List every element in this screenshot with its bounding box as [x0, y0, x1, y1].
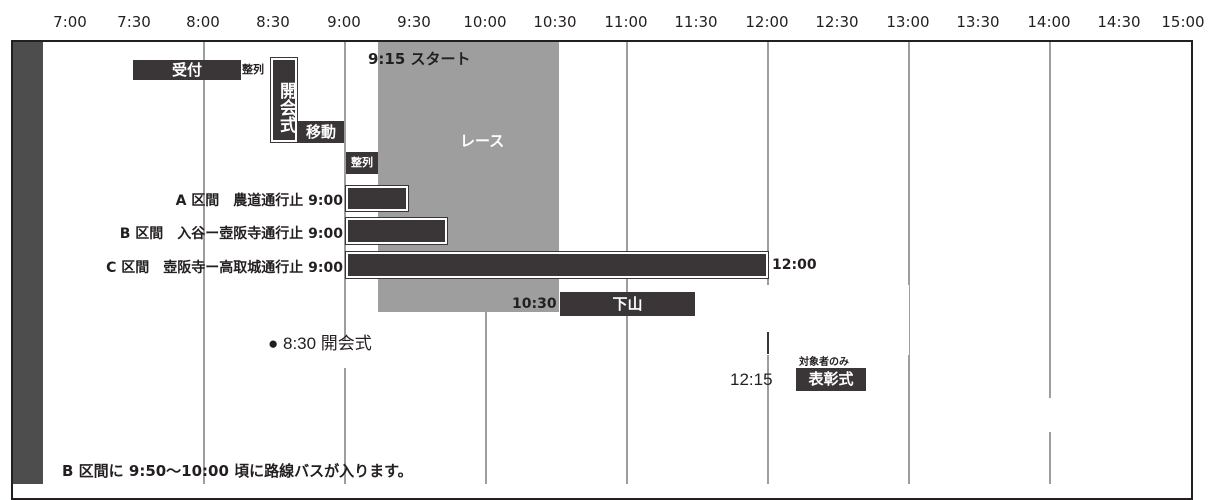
opening-ceremony-bar: 開会式 — [271, 58, 297, 142]
descent-bar: 下山 — [560, 292, 695, 316]
time-tick: 7:30 — [117, 13, 151, 31]
award-time: 12:15 — [730, 370, 773, 389]
time-tick: 14:30 — [1097, 13, 1141, 31]
time-tick: 9:00 — [327, 13, 361, 31]
move-bar: 移動 — [298, 121, 344, 143]
time-tick: 7:00 — [53, 13, 87, 31]
start-label: 9:15 スタート — [368, 50, 471, 68]
reception-label: 受付 — [171, 61, 202, 79]
descent-start-label: 10:30 — [512, 296, 557, 312]
time-tick: 14:00 — [1027, 13, 1071, 31]
left-sidebar-band — [13, 42, 43, 484]
section-c-end-label: 12:00 — [772, 257, 817, 273]
award-note: 対象者のみ — [799, 357, 849, 368]
gridline — [344, 42, 346, 484]
gridline — [203, 42, 205, 484]
time-tick: 13:30 — [956, 13, 1000, 31]
time-tick: 11:30 — [674, 13, 718, 31]
time-tick: 15:00 — [1161, 13, 1205, 31]
lineup-label-1: 整列 — [242, 63, 264, 76]
reception-bar: 受付 — [133, 60, 241, 80]
lineup-label-2: 整列 — [351, 156, 373, 169]
time-tick: 8:30 — [256, 13, 290, 31]
time-tick: 9:30 — [397, 13, 431, 31]
lineup-bar-2: 整列 — [346, 152, 378, 174]
race-label: レース — [460, 132, 505, 150]
bus-note: B 区間に 9:50〜10:00 頃に路線バスが入ります。 — [62, 462, 413, 480]
time-tick: 12:30 — [815, 13, 859, 31]
gridline — [1049, 42, 1051, 484]
mask — [1046, 398, 1054, 432]
time-tick: 12:00 — [745, 13, 789, 31]
section-b-label: B 区間 入谷ー壺阪寺通行止 9:00 — [119, 226, 343, 242]
time-tick: 10:30 — [533, 13, 577, 31]
section-c-label: C 区間 壺阪寺ー高取城通行止 9:00 — [106, 260, 343, 276]
opening-ceremony-label: 開会式 — [276, 81, 296, 133]
mask — [340, 340, 348, 368]
gridline-fragment — [767, 332, 769, 354]
time-tick: 11:00 — [604, 13, 648, 31]
award-label: 表彰式 — [808, 370, 854, 388]
time-tick: 13:00 — [886, 13, 930, 31]
section-b-bar — [346, 218, 447, 244]
section-a-bar — [346, 186, 408, 211]
time-tick: 8:00 — [186, 13, 220, 31]
gridline — [908, 42, 910, 484]
time-tick: 10:00 — [463, 13, 507, 31]
descent-label: 下山 — [612, 295, 643, 313]
section-a-label: A 区間 農道通行止 9:00 — [175, 193, 343, 209]
award-bar: 表彰式 — [796, 368, 866, 391]
section-c-bar — [346, 252, 768, 278]
opening-ceremony-note: ● 8:30 開会式 — [268, 334, 372, 353]
move-label: 移動 — [305, 123, 336, 141]
mask — [765, 285, 909, 355]
